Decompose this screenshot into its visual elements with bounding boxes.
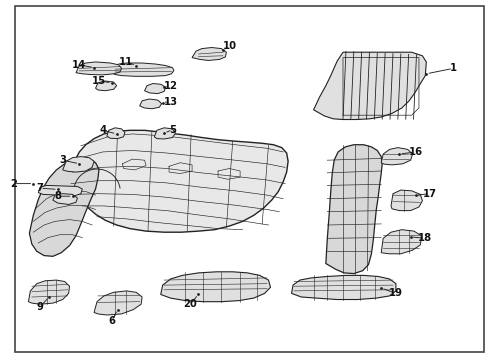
Polygon shape <box>381 230 421 254</box>
Text: 14: 14 <box>72 60 87 70</box>
Polygon shape <box>29 158 99 256</box>
Text: 20: 20 <box>183 299 197 309</box>
Text: 1: 1 <box>450 63 457 73</box>
Polygon shape <box>145 84 166 94</box>
Polygon shape <box>76 62 122 75</box>
Text: 7: 7 <box>37 183 44 193</box>
Polygon shape <box>63 157 94 172</box>
Polygon shape <box>107 128 125 139</box>
Polygon shape <box>53 194 77 204</box>
Text: 6: 6 <box>108 316 115 326</box>
Text: 16: 16 <box>409 147 422 157</box>
Polygon shape <box>112 63 174 76</box>
Text: 15: 15 <box>92 76 106 86</box>
Text: 18: 18 <box>418 233 432 243</box>
Polygon shape <box>94 291 142 315</box>
Polygon shape <box>28 280 70 304</box>
Polygon shape <box>66 130 288 232</box>
Text: 17: 17 <box>423 189 437 199</box>
Polygon shape <box>154 128 175 139</box>
Polygon shape <box>381 148 413 165</box>
Text: 9: 9 <box>37 302 44 312</box>
Text: 3: 3 <box>59 155 66 165</box>
Polygon shape <box>192 48 226 60</box>
Text: 19: 19 <box>389 288 403 298</box>
Text: 13: 13 <box>164 96 177 107</box>
Text: 10: 10 <box>222 41 236 51</box>
Text: 4: 4 <box>99 125 106 135</box>
Text: 2: 2 <box>10 179 17 189</box>
Polygon shape <box>38 185 82 196</box>
Text: 8: 8 <box>54 191 61 201</box>
Text: 12: 12 <box>164 81 177 91</box>
Polygon shape <box>96 81 117 91</box>
Polygon shape <box>314 52 426 120</box>
Polygon shape <box>161 272 270 302</box>
Polygon shape <box>391 190 422 211</box>
Polygon shape <box>140 99 162 109</box>
Text: 5: 5 <box>169 125 176 135</box>
Polygon shape <box>326 145 382 274</box>
Polygon shape <box>292 275 396 300</box>
Text: 11: 11 <box>119 57 134 67</box>
